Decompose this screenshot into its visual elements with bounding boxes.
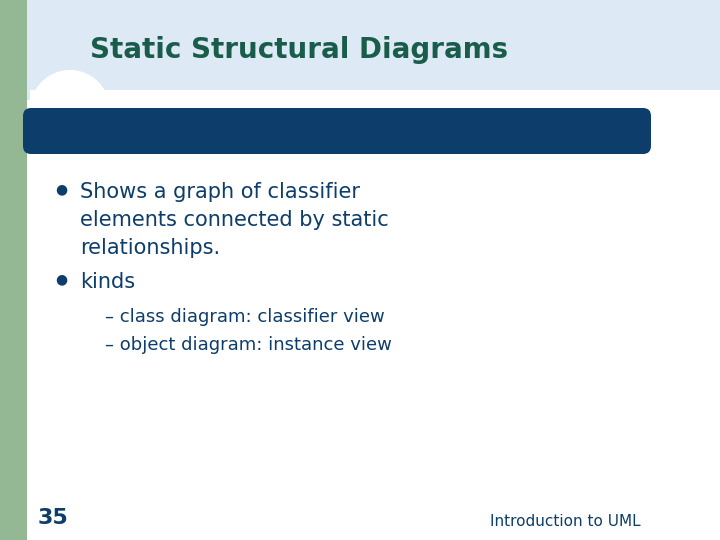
Text: Introduction to UML: Introduction to UML (490, 515, 641, 530)
Circle shape (30, 70, 110, 150)
Bar (0, 0, 27, 540)
Text: Shows a graph of classifier: Shows a graph of classifier (80, 182, 360, 202)
Text: 35: 35 (38, 508, 68, 528)
Text: ●: ● (55, 272, 67, 286)
Text: – object diagram: instance view: – object diagram: instance view (105, 336, 392, 354)
Text: kinds: kinds (80, 272, 135, 292)
Bar (30, 90, 720, 150)
Bar (0, 0, 720, 100)
Text: relationships.: relationships. (80, 238, 220, 258)
Text: ●: ● (55, 182, 67, 196)
Text: elements connected by static: elements connected by static (80, 210, 389, 230)
Text: – class diagram: classifier view: – class diagram: classifier view (105, 308, 384, 326)
Text: Static Structural Diagrams: Static Structural Diagrams (90, 36, 508, 64)
FancyBboxPatch shape (23, 108, 651, 154)
